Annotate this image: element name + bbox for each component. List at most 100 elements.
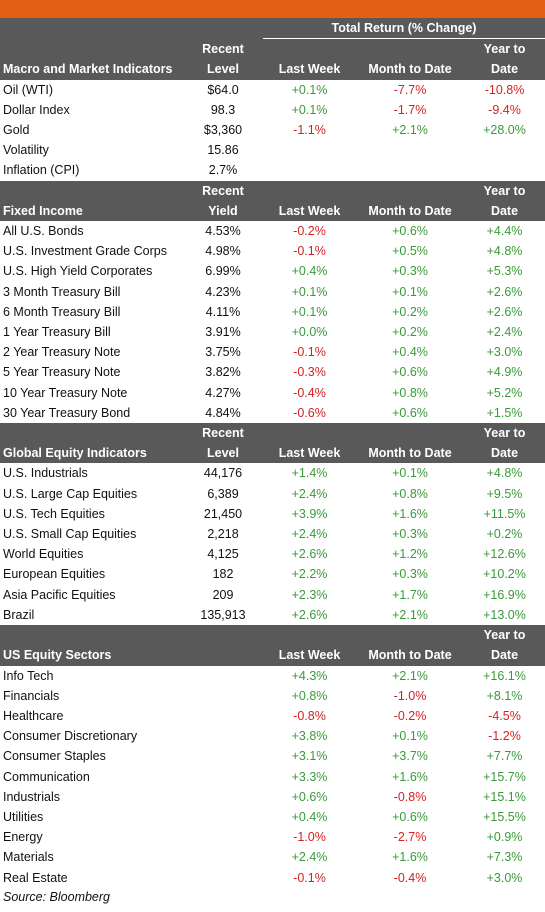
row-label: Real Estate xyxy=(3,870,68,885)
last-week-value xyxy=(263,140,356,160)
row-label: U.S. Industrials xyxy=(3,466,88,481)
month-to-date-value: +3.7% xyxy=(392,749,428,764)
header-recent: Recent xyxy=(183,180,263,201)
section-title: Global Equity Indicators xyxy=(0,443,183,464)
recent-value: 98.3 xyxy=(210,102,236,117)
last-week-value: +2.6% xyxy=(291,547,328,562)
table-row: Brazil 135,913 +2.6% +2.1% +13.0% xyxy=(0,605,545,625)
header-year-to: Year to xyxy=(464,625,545,646)
month-to-date-value: +1.7% xyxy=(392,587,428,602)
last-week-value: -0.4% xyxy=(293,385,326,400)
row-label: Utilities xyxy=(3,809,44,824)
table-row: 2 Year Treasury Note 3.75% -0.1% +0.4% +3.0% xyxy=(0,342,545,362)
year-to-date-value: +11.5% xyxy=(483,506,526,521)
row-label: Brazil xyxy=(3,607,35,622)
year-to-date-value: +4.4% xyxy=(486,224,523,239)
recent-value: 4.11% xyxy=(205,304,241,319)
row-label: Volatility xyxy=(3,143,49,158)
table-row: 30 Year Treasury Bond 4.84% -0.6% +0.6% +1.5… xyxy=(0,403,545,423)
row-label: Materials xyxy=(3,850,54,865)
header-last-week: Last Week xyxy=(263,200,356,222)
month-to-date-value xyxy=(356,160,464,180)
accent-bar xyxy=(0,0,545,18)
table-row: U.S. Large Cap Equities 6,389 +2.4% +0.8% +9… xyxy=(0,484,545,504)
last-week-value: +0.4% xyxy=(291,264,328,279)
table-row: 1 Year Treasury Bill 3.91% +0.0% +0.2% +2.4% xyxy=(0,322,545,342)
month-to-date-value: +1.2% xyxy=(392,547,428,562)
year-to-date-value: +12.6% xyxy=(483,547,526,562)
header-spacer xyxy=(0,38,183,60)
table-row: European Equities 182 +2.2% +0.3% +10.2% xyxy=(0,564,545,584)
last-week-value: -1.0% xyxy=(293,830,326,845)
month-to-date-value: -0.4% xyxy=(393,870,427,885)
last-week-value: -0.1% xyxy=(293,345,326,360)
section-header-top: Year to xyxy=(0,625,545,646)
year-to-date-value: +15.5% xyxy=(483,809,526,824)
month-to-date-value: +0.8% xyxy=(392,385,428,400)
month-to-date-value: +2.1% xyxy=(392,668,428,683)
year-to-date-value: +5.3% xyxy=(486,264,523,279)
section-header: Fixed Income Yield Last Week Month to Date D… xyxy=(0,200,545,222)
header-spacer xyxy=(0,180,183,201)
row-label: 6 Month Treasury Bill xyxy=(3,304,121,319)
last-week-value: +3.8% xyxy=(291,729,328,744)
last-week-value: +2.4% xyxy=(291,850,328,865)
last-week-value: +2.3% xyxy=(291,587,328,602)
year-to-date-value: -10.8% xyxy=(484,82,525,97)
row-label: 3 Month Treasury Bill xyxy=(3,284,121,299)
row-label: All U.S. Bonds xyxy=(3,224,84,239)
recent-value: 4.27% xyxy=(205,385,241,400)
month-to-date-value: +1.6% xyxy=(392,850,428,865)
table-row: Communication +3.3% +1.6% +15.7% xyxy=(0,767,545,787)
month-to-date-value: +0.1% xyxy=(392,729,428,744)
header-month-to-date: Month to Date xyxy=(356,443,464,464)
row-label: Consumer Discretionary xyxy=(3,729,138,744)
header-spacer xyxy=(356,423,464,444)
recent-value: 2,218 xyxy=(207,527,239,542)
table-row: U.S. Investment Grade Corps 4.98% -0.1% +0.… xyxy=(0,241,545,261)
recent-value xyxy=(183,827,263,847)
row-label: 2 Year Treasury Note xyxy=(3,345,121,360)
recent-value xyxy=(183,767,263,787)
month-to-date-value: +0.6% xyxy=(392,809,428,824)
recent-value: 4.53% xyxy=(205,224,241,239)
year-to-date-value: +7.7% xyxy=(486,749,523,764)
total-return-label: Total Return (% Change) xyxy=(263,18,545,40)
row-label: U.S. High Yield Corporates xyxy=(3,264,153,279)
table-row: Consumer Staples +3.1% +3.7% +7.7% xyxy=(0,746,545,766)
last-week-value: -0.1% xyxy=(293,870,326,885)
table-row: Info Tech +4.3% +2.1% +16.1% xyxy=(0,666,545,686)
last-week-value: -0.1% xyxy=(293,244,326,259)
header-spacer xyxy=(263,423,356,444)
year-to-date-value: +1.5% xyxy=(486,405,523,420)
recent-value xyxy=(183,746,263,766)
recent-value: 2.7% xyxy=(208,163,238,178)
row-label: Consumer Staples xyxy=(3,749,106,764)
table-row: U.S. High Yield Corporates 6.99% +0.4% +0.3… xyxy=(0,261,545,281)
header-recent: Recent xyxy=(183,423,263,444)
recent-value: 4.23% xyxy=(205,284,241,299)
header-recent: Recent xyxy=(183,38,263,60)
recent-value: 6,389 xyxy=(207,486,239,501)
year-to-date-value: +4.8% xyxy=(486,466,523,481)
year-to-date-value: +15.7% xyxy=(483,769,526,784)
year-to-date-value: +4.9% xyxy=(486,365,523,380)
month-to-date-value: +0.3% xyxy=(392,527,428,542)
month-to-date-value: +0.1% xyxy=(392,284,428,299)
table-row: U.S. Industrials 44,176 +1.4% +0.1% +4.8% xyxy=(0,463,545,483)
month-to-date-value xyxy=(356,140,464,160)
last-week-value xyxy=(263,160,356,180)
table-row: Financials +0.8% -1.0% +8.1% xyxy=(0,686,545,706)
row-label: World Equities xyxy=(3,547,84,562)
year-to-date-value: -1.2% xyxy=(488,729,521,744)
section-title: Macro and Market Indicators xyxy=(0,59,183,80)
year-to-date-value: +2.6% xyxy=(486,284,523,299)
header-date: Date xyxy=(464,200,545,222)
recent-value xyxy=(183,706,263,726)
row-label: Energy xyxy=(3,830,43,845)
month-to-date-value: +1.6% xyxy=(392,769,428,784)
row-label: U.S. Investment Grade Corps xyxy=(3,244,167,259)
month-to-date-value: -1.7% xyxy=(393,102,427,117)
row-label: Gold xyxy=(3,123,30,138)
header-spacer xyxy=(0,18,183,39)
